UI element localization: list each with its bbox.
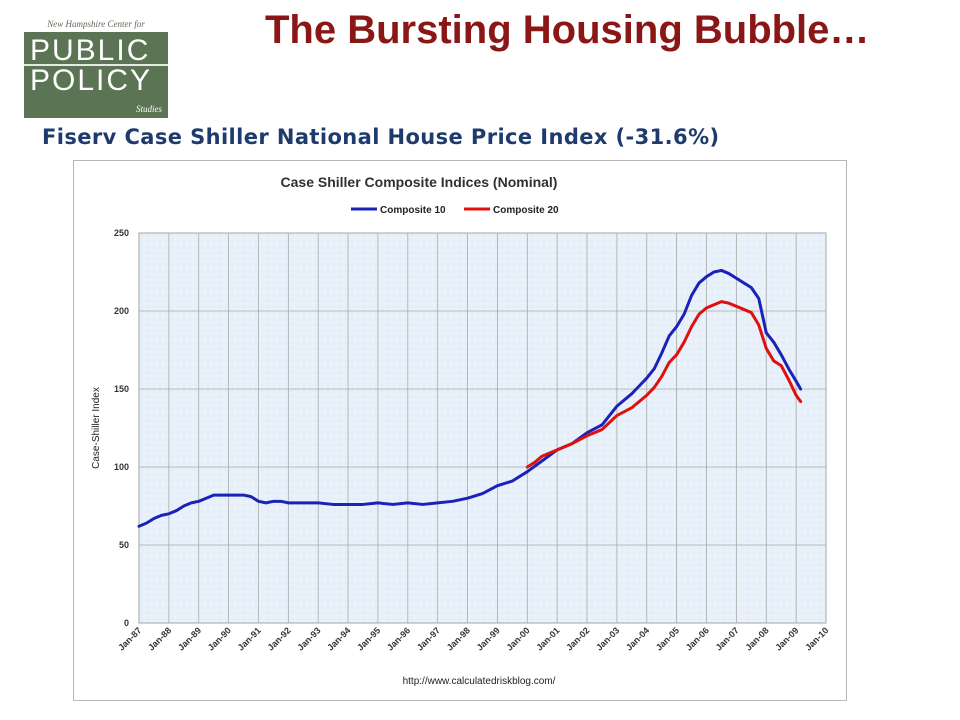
x-tick-label: Jan-01 <box>534 625 561 652</box>
x-tick-label: Jan-06 <box>684 625 711 652</box>
y-gridlines <box>139 232 826 624</box>
x-gridlines <box>138 233 827 623</box>
x-tick-label: Jan-88 <box>146 625 173 652</box>
x-tick-label: Jan-90 <box>206 625 233 652</box>
x-tick-label: Jan-98 <box>445 625 472 652</box>
series-line-composite10 <box>137 268 803 528</box>
x-tick-label: Jan-08 <box>743 625 770 652</box>
x-tick-label: Jan-93 <box>295 625 322 652</box>
y-tick-label: 50 <box>119 540 129 550</box>
x-tick-label: Jan-09 <box>773 625 800 652</box>
x-tick-label: Jan-95 <box>355 625 382 652</box>
chart-svg: Case Shiller Composite Indices (Nominal)… <box>91 174 830 687</box>
x-tick-label: Jan-87 <box>116 625 143 652</box>
chart-frame: Case Shiller Composite Indices (Nominal)… <box>73 160 847 701</box>
logo: New Hampshire Center for PUBLIC POLICY S… <box>24 16 168 118</box>
logo-line-policy: POLICY <box>30 64 153 97</box>
x-tick-label: Jan-94 <box>325 625 352 652</box>
x-tick-label: Jan-03 <box>594 625 621 652</box>
x-tick-label: Jan-05 <box>654 625 681 652</box>
legend-label-composite20: Composite 20 <box>493 205 559 216</box>
x-tick-label: Jan-97 <box>415 625 442 652</box>
y-tick-label: 200 <box>114 306 129 316</box>
plot-area <box>138 232 827 624</box>
y-tick-labels: 0 50 100 150 200 250 <box>114 228 129 628</box>
logo-sub-text: Studies <box>136 104 162 114</box>
x-tick-label: Jan-07 <box>714 625 741 652</box>
x-tick-label: Jan-91 <box>236 625 263 652</box>
y-tick-label: 0 <box>124 618 129 628</box>
x-tick-label: Jan-99 <box>475 625 502 652</box>
x-tick-labels: Jan-87 Jan-88 Jan-89 Jan-90 Jan-91 Jan-92 Jan-… <box>116 625 830 652</box>
y-tick-label: 100 <box>114 462 129 472</box>
x-tick-label: Jan-89 <box>176 625 203 652</box>
series-line-composite20 <box>525 300 803 469</box>
logo-divider <box>24 64 168 66</box>
y-tick-label: 150 <box>114 384 129 394</box>
logo-top-text: New Hampshire Center for <box>24 16 168 32</box>
x-tick-label: Jan-04 <box>624 625 651 652</box>
legend: Composite 10 Composite 20 <box>351 205 559 216</box>
logo-line-public: PUBLIC <box>30 34 151 67</box>
source-url: http://www.calculatedriskblog.com/ <box>403 676 556 687</box>
slide-title: The Bursting Housing Bubble… <box>265 8 870 52</box>
chart-title: Case Shiller Composite Indices (Nominal) <box>281 174 558 190</box>
series-lines <box>137 268 803 528</box>
y-axis-label: Case-Shiller Index <box>91 387 102 469</box>
x-tick-label: Jan-92 <box>266 625 293 652</box>
slide-subtitle: Fiserv Case Shiller National House Price… <box>42 125 720 149</box>
x-tick-label: Jan-96 <box>385 625 412 652</box>
x-tick-label: Jan-02 <box>564 625 591 652</box>
x-tick-label: Jan-10 <box>803 625 830 652</box>
y-tick-label: 250 <box>114 228 129 238</box>
legend-label-composite10: Composite 10 <box>380 205 446 216</box>
x-tick-label: Jan-00 <box>504 625 531 652</box>
